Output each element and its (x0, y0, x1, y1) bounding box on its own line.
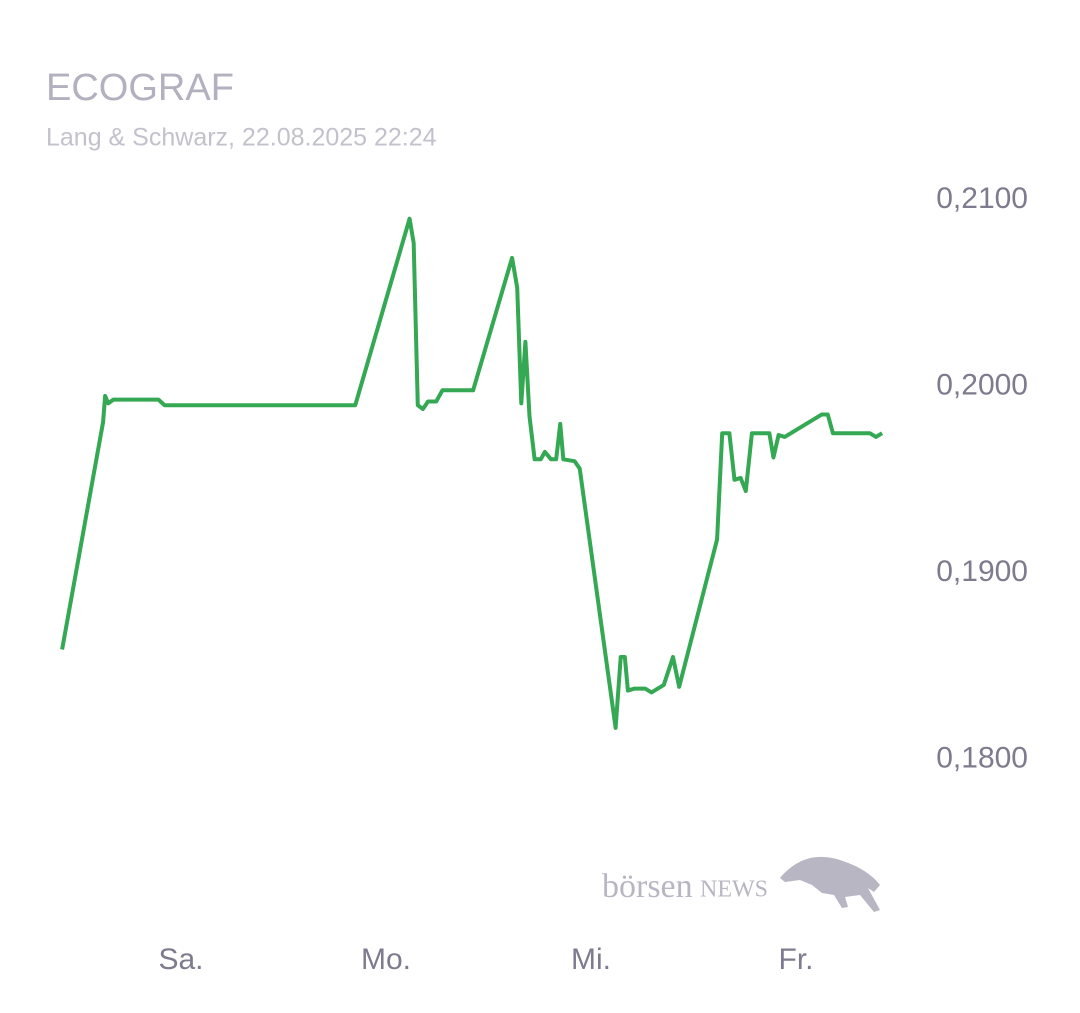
watermark: börsen NEWS (602, 856, 880, 912)
chart-subtitle: Lang & Schwarz, 22.08.2025 22:24 (46, 124, 437, 152)
x-tick-label: Fr. (779, 943, 814, 976)
x-tick-label: Mo. (361, 943, 411, 976)
bull-icon (780, 856, 880, 912)
watermark-text: NEWS (700, 877, 768, 903)
y-tick-label: 0,2100 (936, 182, 1028, 215)
y-tick-label: 0,2000 (936, 368, 1028, 401)
x-tick-label: Sa. (158, 943, 203, 976)
watermark-text: börsen (602, 868, 693, 905)
x-tick-label: Mi. (571, 943, 611, 976)
y-tick-label: 0,1800 (936, 741, 1028, 774)
chart-title: ECOGRAF (46, 67, 234, 109)
price-line (60, 216, 884, 730)
y-tick-label: 0,1900 (936, 555, 1028, 588)
